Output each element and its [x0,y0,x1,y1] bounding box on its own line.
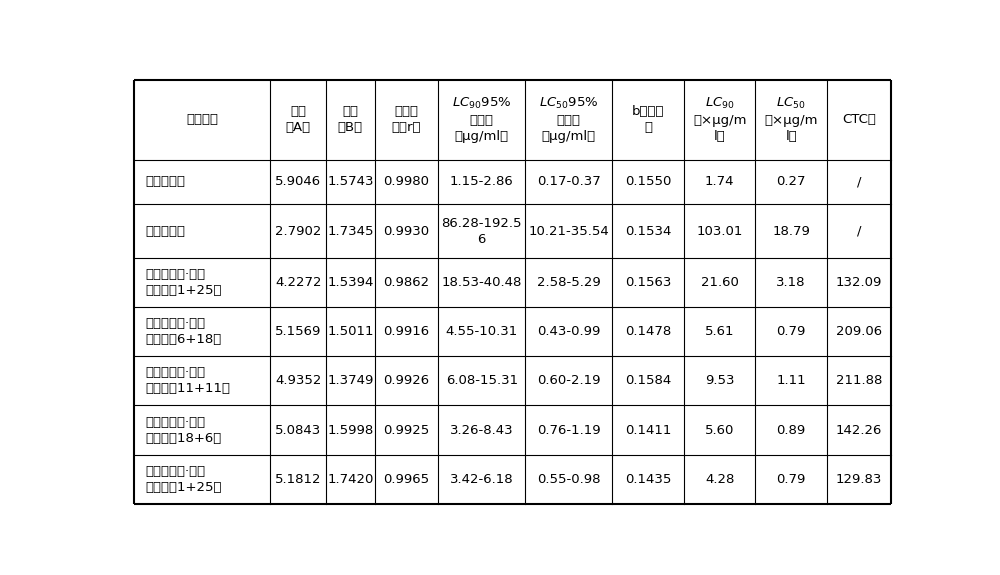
Text: 1.15-2.86: 1.15-2.86 [450,175,514,189]
Text: 0.89: 0.89 [777,424,806,436]
Text: 1.5394: 1.5394 [327,276,374,289]
Text: 0.9916: 0.9916 [383,325,429,338]
Text: 0.1411: 0.1411 [625,424,671,436]
Text: 18.53-40.48: 18.53-40.48 [442,276,522,289]
Text: 5.1569: 5.1569 [275,325,322,338]
Text: 1.5743: 1.5743 [327,175,374,189]
Text: 0.1550: 0.1550 [625,175,671,189]
Text: 0.60-2.19: 0.60-2.19 [537,374,601,388]
Text: 2.58-5.29: 2.58-5.29 [537,276,601,289]
Text: 甲氧虫酰肼: 甲氧虫酰肼 [145,225,185,237]
Text: 0.79: 0.79 [777,473,806,486]
Text: 1.74: 1.74 [705,175,734,189]
Text: 10.21-35.54: 10.21-35.54 [528,225,609,237]
Text: 129.83: 129.83 [836,473,882,486]
Text: 4.9352: 4.9352 [275,374,322,388]
Text: 3.18: 3.18 [776,276,806,289]
Text: 2.7902: 2.7902 [275,225,322,237]
Text: 相关系
数（r）: 相关系 数（r） [392,105,421,135]
Text: 103.01: 103.01 [696,225,743,237]
Text: 1.7345: 1.7345 [327,225,374,237]
Text: 0.1534: 0.1534 [625,225,671,237]
Text: 18.79: 18.79 [772,225,810,237]
Text: 1.5998: 1.5998 [327,424,374,436]
Text: 0.43-0.99: 0.43-0.99 [537,325,601,338]
Text: 三氟苯嘧啶: 三氟苯嘧啶 [145,175,185,189]
Text: 21.60: 21.60 [701,276,739,289]
Text: 0.1563: 0.1563 [625,276,671,289]
Text: 0.9965: 0.9965 [383,473,429,486]
Text: 132.09: 132.09 [836,276,882,289]
Text: 5.9046: 5.9046 [275,175,321,189]
Text: 4.28: 4.28 [705,473,734,486]
Text: /: / [857,175,861,189]
Text: 3.42-6.18: 3.42-6.18 [450,473,514,486]
Text: 5.60: 5.60 [705,424,734,436]
Text: 0.9925: 0.9925 [383,424,430,436]
Text: 0.9862: 0.9862 [383,276,429,289]
Text: $LC_{90}$95%
置信限
（μg/ml）: $LC_{90}$95% 置信限 （μg/ml） [452,97,512,143]
Text: $LC_{90}$
（×μg/m
l）: $LC_{90}$ （×μg/m l） [693,97,746,143]
Text: 4.55-10.31: 4.55-10.31 [446,325,518,338]
Text: 5.1812: 5.1812 [275,473,322,486]
Text: 三氟苯嘧啶·甲氧
虫酰肼（1+25）: 三氟苯嘧啶·甲氧 虫酰肼（1+25） [145,268,222,297]
Text: 6.08-15.31: 6.08-15.31 [446,374,518,388]
Text: 三氟苯嘧啶·甲氧
虫酰肼（11+11）: 三氟苯嘧啶·甲氧 虫酰肼（11+11） [145,366,230,396]
Text: 供试药剂: 供试药剂 [186,113,218,126]
Text: 0.79: 0.79 [777,325,806,338]
Text: 1.3749: 1.3749 [327,374,374,388]
Text: 4.2272: 4.2272 [275,276,322,289]
Text: 211.88: 211.88 [836,374,882,388]
Text: 0.76-1.19: 0.76-1.19 [537,424,601,436]
Text: 209.06: 209.06 [836,325,882,338]
Text: 三氟苯嘧啶·甲氧
虫酰肼（6+18）: 三氟苯嘧啶·甲氧 虫酰肼（6+18） [145,317,221,346]
Text: $LC_{50}$95%
置信限
（μg/ml）: $LC_{50}$95% 置信限 （μg/ml） [539,97,599,143]
Text: $LC_{50}$
（×μg/m
l）: $LC_{50}$ （×μg/m l） [764,97,818,143]
Text: 9.53: 9.53 [705,374,734,388]
Text: 0.9980: 0.9980 [383,175,429,189]
Text: 0.17-0.37: 0.17-0.37 [537,175,601,189]
Text: 0.9926: 0.9926 [383,374,429,388]
Text: 截距
（A）: 截距 （A） [286,105,311,135]
Text: 5.0843: 5.0843 [275,424,321,436]
Text: b值标准
误: b值标准 误 [632,105,664,135]
Text: 三氟苯嘧啶·甲氧
虫酰肼（18+6）: 三氟苯嘧啶·甲氧 虫酰肼（18+6） [145,416,221,444]
Text: 5.61: 5.61 [705,325,734,338]
Text: /: / [857,225,861,237]
Text: 1.11: 1.11 [776,374,806,388]
Text: 142.26: 142.26 [836,424,882,436]
Text: 0.1478: 0.1478 [625,325,671,338]
Text: 0.1435: 0.1435 [625,473,671,486]
Text: 三氟苯嘧啶·甲氧
虫酰肼（1+25）: 三氟苯嘧啶·甲氧 虫酰肼（1+25） [145,465,222,494]
Text: CTC值: CTC值 [842,113,876,126]
Text: 1.5011: 1.5011 [327,325,374,338]
Text: 斜率
（B）: 斜率 （B） [338,105,363,135]
Text: 0.27: 0.27 [776,175,806,189]
Text: 0.55-0.98: 0.55-0.98 [537,473,601,486]
Text: 1.7420: 1.7420 [327,473,374,486]
Text: 0.1584: 0.1584 [625,374,671,388]
Text: 86.28-192.5
6: 86.28-192.5 6 [442,217,522,246]
Text: 3.26-8.43: 3.26-8.43 [450,424,514,436]
Text: 0.9930: 0.9930 [383,225,429,237]
